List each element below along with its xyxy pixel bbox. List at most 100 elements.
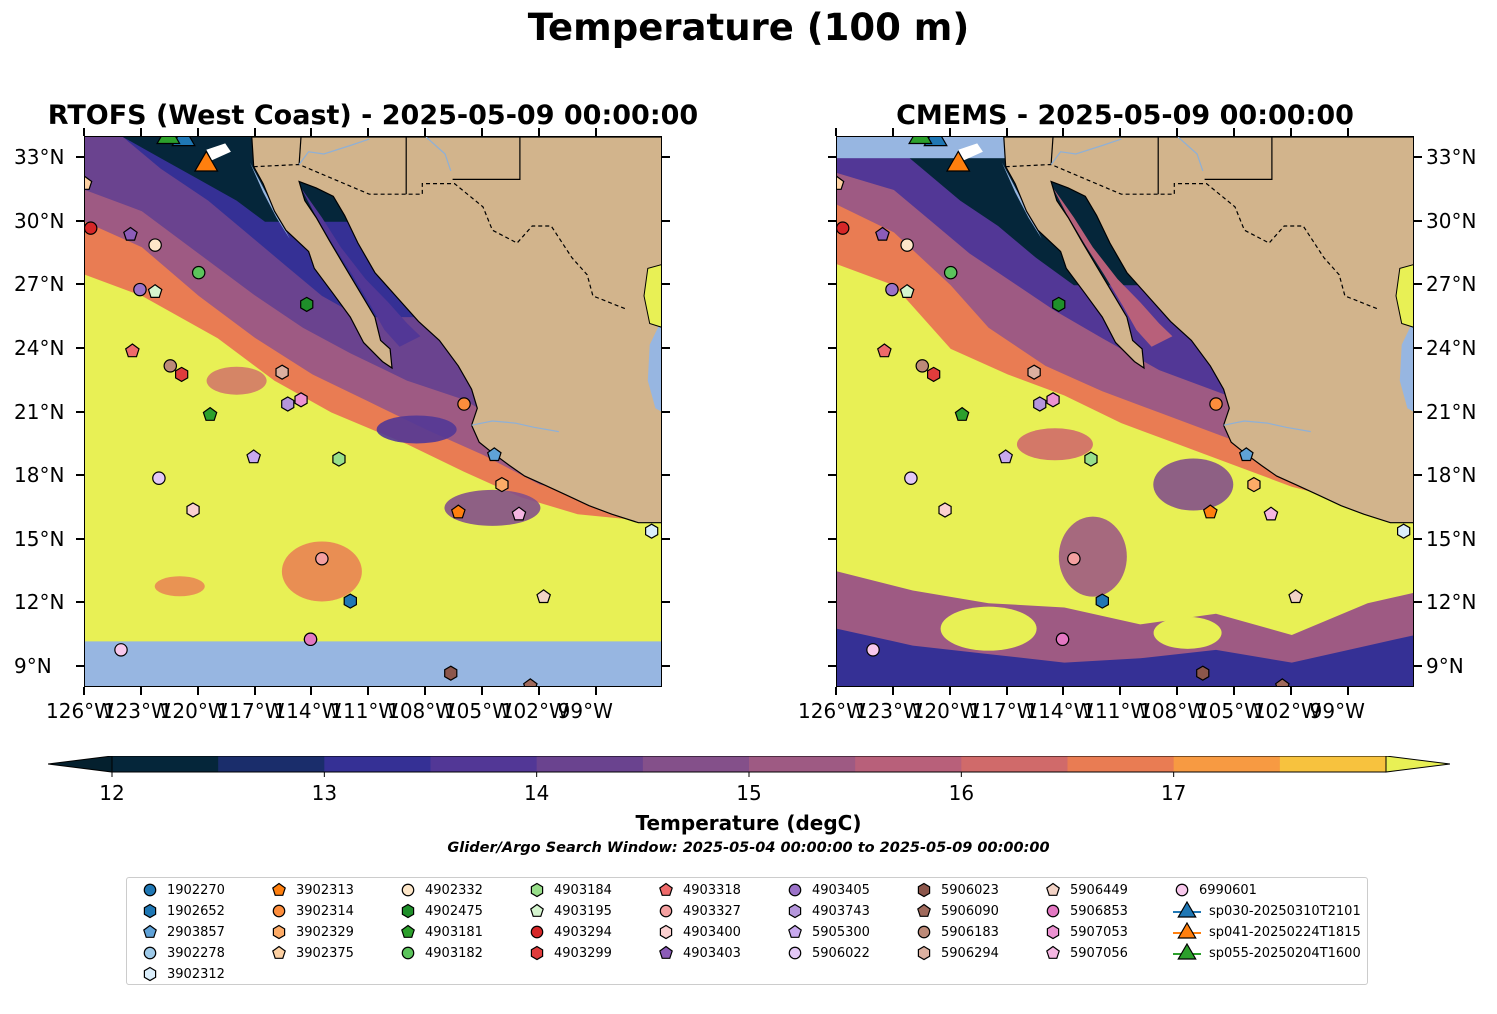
point-4903299[interactable] (926, 366, 941, 383)
point-4902332[interactable] (148, 238, 162, 252)
point-5905300[interactable] (998, 449, 1014, 464)
point-4903403[interactable] (123, 226, 138, 241)
legend-marker[interactable] (1175, 883, 1189, 897)
point-3902313[interactable] (1202, 504, 1218, 519)
point-4903294[interactable] (85, 221, 98, 235)
point-4903294[interactable] (837, 221, 850, 235)
point-1902652[interactable] (343, 593, 357, 609)
point-5905300[interactable] (246, 449, 262, 464)
point-4903184[interactable] (1084, 451, 1098, 467)
legend-marker[interactable] (917, 903, 931, 917)
legend-marker[interactable] (788, 903, 802, 919)
point-3902312[interactable] (1396, 523, 1411, 539)
point-4903195[interactable] (147, 283, 163, 298)
point-1902652[interactable] (1095, 593, 1109, 609)
point-sp041-20250224T1815[interactable] (193, 150, 219, 172)
point-5906022[interactable] (904, 471, 918, 485)
point-5906853[interactable] (1055, 632, 1070, 647)
legend-marker[interactable] (1046, 882, 1060, 896)
point-4903743[interactable] (1033, 396, 1047, 412)
legend-marker[interactable] (143, 883, 157, 897)
point-5906022[interactable] (152, 471, 166, 485)
point-5906090[interactable] (1274, 678, 1290, 687)
legend-marker[interactable] (1046, 924, 1060, 940)
point-4902475[interactable] (1052, 296, 1066, 313)
point-6990601[interactable] (114, 643, 128, 657)
point-4903405[interactable] (133, 282, 147, 297)
legend-marker[interactable] (530, 945, 544, 961)
legend-marker[interactable] (788, 946, 802, 960)
legend-marker[interactable] (530, 925, 544, 939)
point-5906294[interactable] (275, 364, 289, 380)
legend-marker[interactable] (530, 903, 544, 917)
point-5907053[interactable] (294, 392, 308, 408)
point-4903743[interactable] (281, 396, 295, 412)
point-3902314[interactable] (457, 397, 471, 411)
point-3902329[interactable] (495, 476, 509, 493)
legend-marker[interactable] (1177, 901, 1197, 918)
point-4903182[interactable] (943, 265, 958, 280)
point-4903181[interactable] (954, 406, 970, 421)
point-5906853[interactable] (303, 632, 318, 647)
legend-marker[interactable] (272, 904, 286, 918)
point-3902314[interactable] (1209, 397, 1223, 411)
point-5906294[interactable] (1027, 364, 1041, 380)
legend-marker[interactable] (917, 882, 931, 898)
legend-marker[interactable] (272, 945, 286, 959)
legend-marker[interactable] (401, 903, 415, 919)
point-5906090[interactable] (522, 678, 538, 687)
legend-marker[interactable] (659, 904, 673, 918)
point-5907053[interactable] (1046, 392, 1060, 408)
legend-marker[interactable] (1177, 943, 1197, 960)
point-4903182[interactable] (191, 265, 206, 280)
legend-marker[interactable] (143, 924, 157, 938)
legend-marker[interactable] (659, 924, 673, 940)
point-4903318[interactable] (876, 343, 892, 358)
point-5906023[interactable] (1196, 665, 1210, 681)
point-6990601[interactable] (866, 643, 880, 657)
point-5906449[interactable] (1288, 589, 1304, 604)
map-panel-cmems[interactable] (836, 136, 1414, 687)
legend-marker[interactable] (1177, 922, 1197, 939)
point-3902375[interactable] (85, 175, 93, 190)
legend-marker[interactable] (401, 883, 415, 897)
point-5906449[interactable] (536, 589, 552, 604)
legend-marker[interactable] (530, 882, 544, 898)
legend-marker[interactable] (272, 924, 286, 940)
point-3902329[interactable] (1247, 476, 1261, 493)
legend-marker[interactable] (659, 882, 673, 896)
point-4903195[interactable] (899, 283, 915, 298)
point-2903857[interactable] (1238, 447, 1254, 462)
point-4903181[interactable] (202, 406, 218, 421)
point-5906183[interactable] (915, 359, 930, 373)
point-sp055-20250204T1600[interactable] (908, 137, 933, 145)
point-4903403[interactable] (875, 226, 890, 241)
legend-marker[interactable] (272, 882, 286, 896)
legend-marker[interactable] (917, 945, 931, 961)
legend-marker[interactable] (143, 946, 157, 960)
point-3902312[interactable] (644, 523, 659, 539)
legend-marker[interactable] (917, 925, 931, 939)
legend-marker[interactable] (1046, 945, 1060, 959)
point-3902313[interactable] (450, 504, 466, 519)
point-4903318[interactable] (124, 343, 140, 358)
point-5906023[interactable] (444, 665, 458, 681)
point-4903400[interactable] (938, 502, 952, 518)
point-5907056[interactable] (511, 506, 527, 521)
legend-marker[interactable] (143, 966, 157, 982)
point-2903857[interactable] (486, 447, 502, 462)
point-5907056[interactable] (1263, 506, 1279, 521)
legend-marker[interactable] (401, 946, 415, 960)
point-4902475[interactable] (300, 296, 314, 313)
point-4903327[interactable] (1067, 551, 1081, 566)
legend-marker[interactable] (788, 924, 802, 938)
legend-marker[interactable] (401, 924, 415, 938)
point-sp041-20250224T1815[interactable] (945, 150, 971, 172)
point-4903184[interactable] (332, 451, 346, 467)
map-panel-rtofs[interactable] (84, 136, 662, 687)
point-4902332[interactable] (900, 238, 914, 252)
legend-marker[interactable] (659, 945, 673, 959)
legend-marker[interactable] (788, 883, 802, 897)
point-4903327[interactable] (315, 551, 329, 566)
legend-marker[interactable] (143, 903, 157, 919)
